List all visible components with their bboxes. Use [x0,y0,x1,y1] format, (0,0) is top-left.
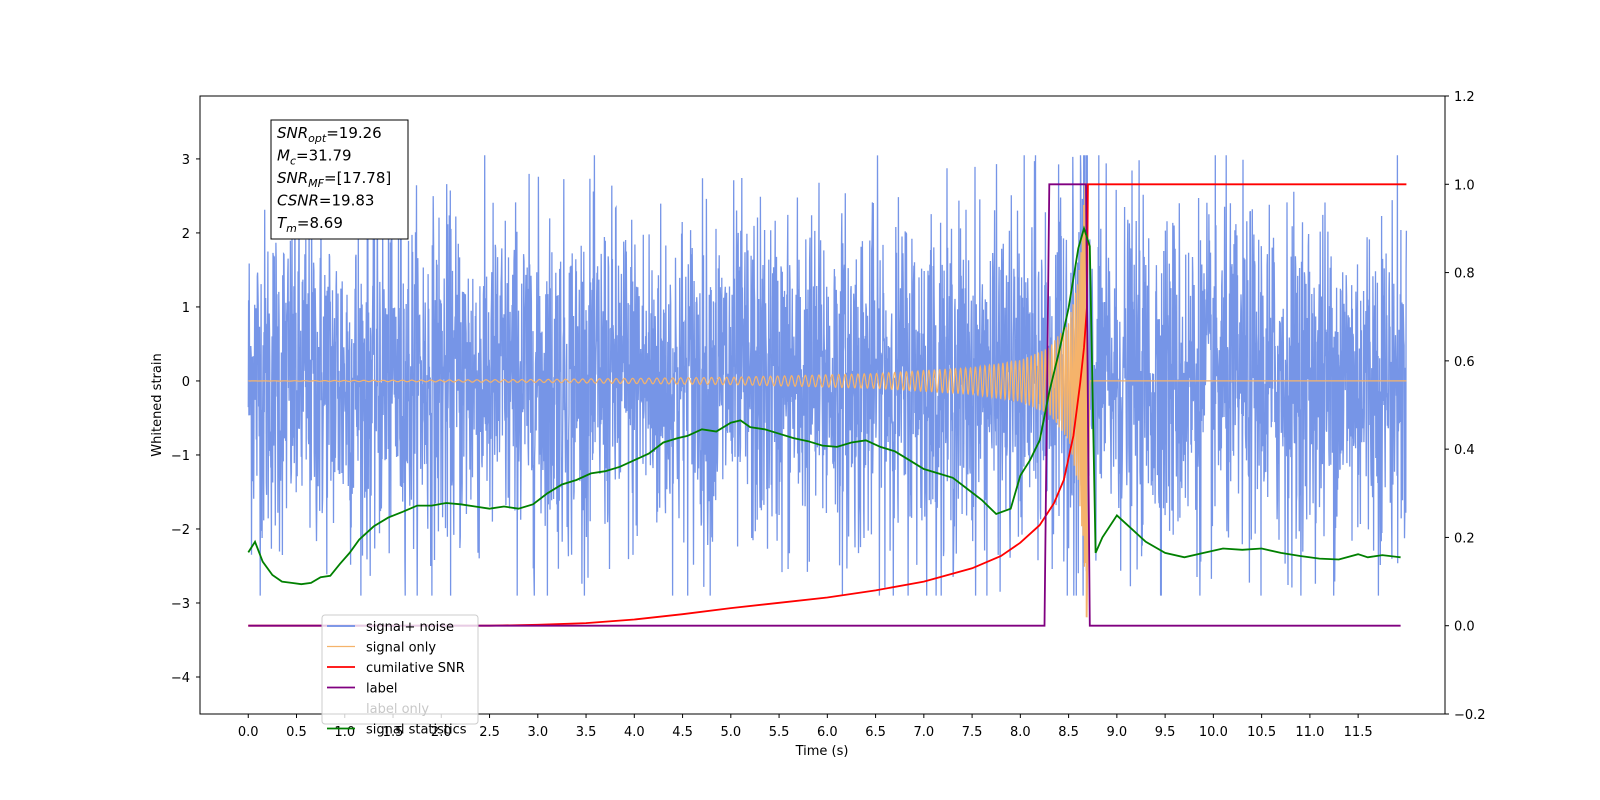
plot-frame [199,95,1446,715]
y-left-tick-label: −3 [171,597,190,612]
y-right-tick-label: 0.8 [1454,267,1475,282]
y-left-tick-label: −1 [171,449,190,464]
legend-label: signal+ noise [366,620,454,635]
signal-statistics-line [247,225,1401,586]
annotation-line: Tm=8.69 [277,214,343,235]
x-tick-label: 10.5 [1247,725,1276,740]
x-tick-label: 7.5 [962,725,983,740]
y-axis-label: Whitened strain [150,353,165,456]
y-right-tick-label: 0.2 [1454,531,1475,546]
x-tick-label: 7.0 [913,725,934,740]
cumilative-snr-line [248,183,1407,627]
annotation-line: SNRopt=19.26 [277,124,382,145]
x-tick-label: 8.5 [1058,725,1079,740]
annotation-line: Mc=31.79 [277,147,352,168]
x-tick-label: 1.0 [334,725,355,740]
x-tick-label: 10.0 [1199,725,1228,740]
x-tick-label: 5.5 [769,725,790,740]
series-signal-only-layer [248,182,1407,618]
y-right-tick-label: −0.2 [1454,708,1486,723]
y-left-tick-label: 1 [182,301,190,316]
annotation-line: CSNR=19.83 [277,192,374,210]
legend-label: cumilative SNR [366,661,465,676]
x-tick-label: 2.5 [479,725,500,740]
annotation-line: SNRMF=[17.78] [277,169,391,190]
signal-only-line [248,182,1407,618]
x-tick-label: 9.5 [1155,725,1176,740]
y-left-tick-label: 3 [182,153,190,168]
x-tick-label: 5.0 [720,725,741,740]
x-tick-label: 0.5 [286,725,307,740]
x-tick-label: 4.0 [624,725,645,740]
x-tick-label: 9.0 [1107,725,1128,740]
x-tick-label: 6.0 [817,725,838,740]
x-tick-label: 4.5 [672,725,693,740]
x-tick-label: 11.0 [1295,725,1324,740]
y-right-tick-label: 0.4 [1454,443,1475,458]
series-signal-noise-layer [247,155,1408,596]
legend: signal+ noise signal only cumilative SNR la… [321,614,479,738]
series-lines-layer [247,183,1407,627]
legend-label: label only [366,702,429,717]
x-axis-label: Time (s) [795,744,849,759]
y-right-tick-label: 0.6 [1454,355,1475,370]
x-tick-label: 8.0 [1010,725,1031,740]
y-axis-left-ticks: 3 2 1 0 −1 −2 −3 −4 [171,153,200,686]
y-left-tick-label: 2 [182,227,190,242]
x-tick-label: 3.5 [576,725,597,740]
label-line [248,183,1401,627]
y-axis-right-ticks: 1.2 1.0 0.8 0.6 0.4 0.2 0.0 −0.2 [1445,90,1486,723]
y-left-tick-label: −2 [171,523,190,538]
x-tick-label: 1.5 [383,725,404,740]
legend-label: signal only [366,641,436,656]
signal-noise-line [247,155,1408,596]
y-right-tick-label: 1.2 [1454,90,1475,105]
legend-label: signal statistics [366,723,467,738]
x-tick-label: 2.0 [431,725,452,740]
legend-label: label [366,682,397,697]
x-tick-label: 3.0 [527,725,548,740]
x-tick-label: 6.5 [865,725,886,740]
y-right-tick-label: 1.0 [1454,178,1475,193]
x-tick-label: 11.5 [1344,725,1373,740]
x-tick-label: 0.0 [238,725,259,740]
y-right-tick-label: 0.0 [1454,620,1475,635]
y-left-tick-label: −4 [171,671,190,686]
y-left-tick-label: 0 [182,375,190,390]
